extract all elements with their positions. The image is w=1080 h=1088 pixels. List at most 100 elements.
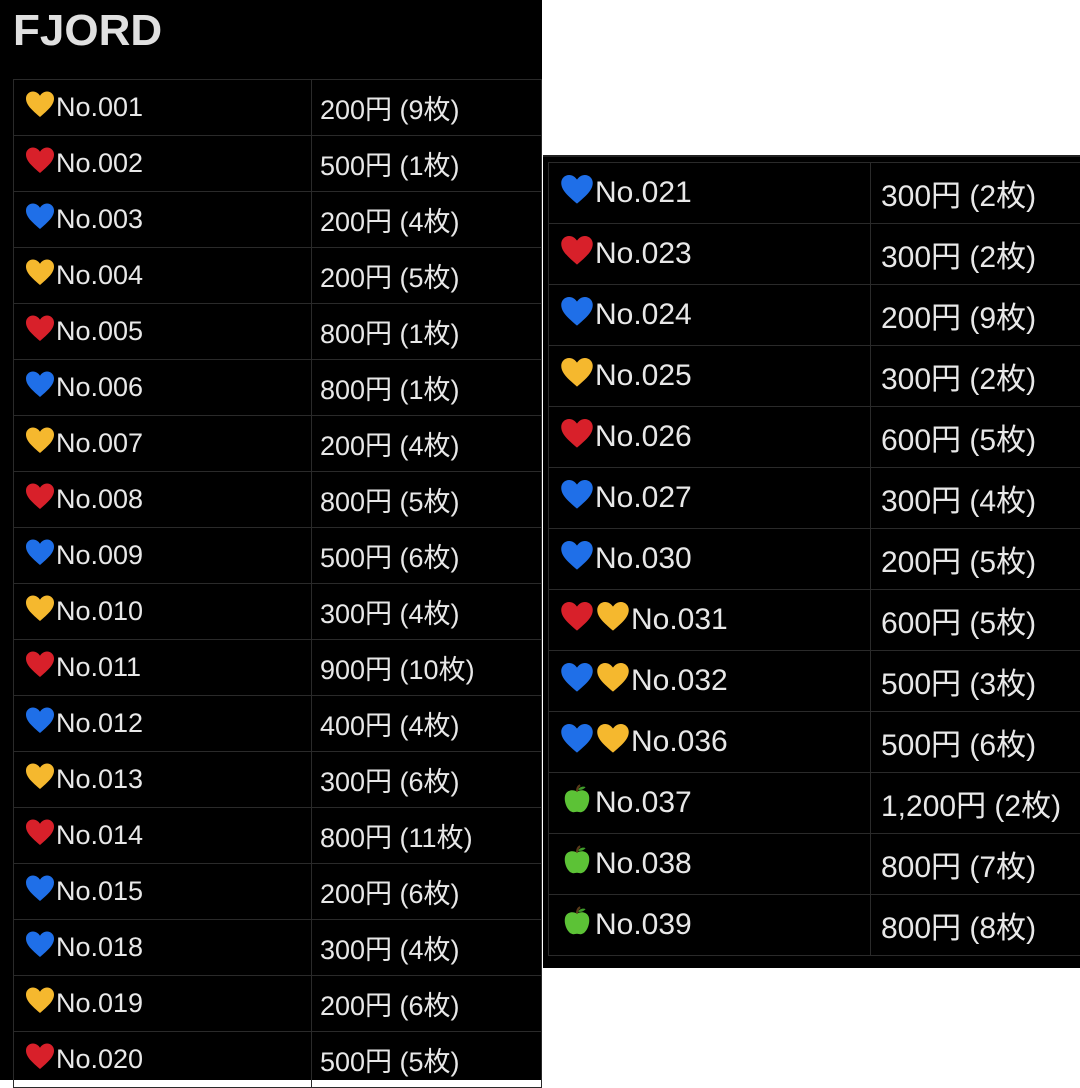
item-price: 200円 (4枚) (312, 192, 542, 248)
item-number-cell: No.002 (14, 136, 312, 192)
item-number: No.008 (56, 484, 143, 514)
red-heart-icon (24, 313, 56, 350)
item-number: No.001 (56, 92, 143, 122)
table-row: No.038 800円 (7枚) (549, 834, 1080, 895)
item-number-cell: No.032 (549, 651, 871, 712)
page-title: FJORD (13, 6, 162, 56)
green-apple-icon (559, 782, 595, 824)
item-number-cell: No.006 (14, 360, 312, 416)
item-price: 800円 (1枚) (312, 304, 542, 360)
item-number-cell: No.039 (549, 895, 871, 956)
item-number-cell: No.014 (14, 808, 312, 864)
item-number: No.002 (56, 148, 143, 178)
item-number: No.039 (595, 908, 692, 941)
item-number: No.006 (56, 372, 143, 402)
item-number-cell: No.036 (549, 712, 871, 773)
item-price: 800円 (1枚) (312, 360, 542, 416)
red-heart-icon (559, 599, 595, 641)
item-number-cell: No.004 (14, 248, 312, 304)
item-number-cell: No.008 (14, 472, 312, 528)
item-number: No.037 (595, 786, 692, 819)
blue-heart-icon (24, 201, 56, 238)
item-price: 400円 (4枚) (312, 696, 542, 752)
yellow-heart-icon (595, 721, 631, 763)
blue-heart-icon (24, 537, 56, 574)
item-number: No.023 (595, 237, 692, 270)
item-number: No.012 (56, 708, 143, 738)
item-number: No.019 (56, 988, 143, 1018)
red-heart-icon (24, 1041, 56, 1078)
item-number: No.038 (595, 847, 692, 880)
item-number-cell: No.037 (549, 773, 871, 834)
item-number-cell: No.038 (549, 834, 871, 895)
item-price: 800円 (7枚) (871, 834, 1080, 895)
item-price: 300円 (2枚) (871, 224, 1080, 285)
item-number: No.005 (56, 316, 143, 346)
yellow-heart-icon (595, 599, 631, 641)
red-heart-icon (559, 233, 595, 275)
blue-heart-icon (559, 721, 595, 763)
table-row: No.023 300円 (2枚) (549, 224, 1080, 285)
item-number-cell: No.015 (14, 864, 312, 920)
item-number: No.024 (595, 298, 692, 331)
item-price: 200円 (9枚) (871, 285, 1080, 346)
yellow-heart-icon (24, 425, 56, 462)
green-apple-icon (559, 843, 595, 885)
item-number-cell: No.007 (14, 416, 312, 472)
item-price: 300円 (6枚) (312, 752, 542, 808)
item-price: 900円 (10枚) (312, 640, 542, 696)
item-number-cell: No.011 (14, 640, 312, 696)
item-price: 500円 (1枚) (312, 136, 542, 192)
table-row: No.019 200円 (6枚) (14, 976, 542, 1032)
item-number-cell: No.021 (549, 163, 871, 224)
item-number-cell: No.018 (14, 920, 312, 976)
item-number-cell: No.027 (549, 468, 871, 529)
item-price: 200円 (4枚) (312, 416, 542, 472)
item-price: 200円 (6枚) (312, 864, 542, 920)
item-price: 800円 (8枚) (871, 895, 1080, 956)
blue-heart-icon (24, 873, 56, 910)
item-number-cell: No.019 (14, 976, 312, 1032)
item-number-cell: No.020 (14, 1032, 312, 1088)
item-number-cell: No.031 (549, 590, 871, 651)
table-row: No.039 800円 (8枚) (549, 895, 1080, 956)
item-price: 200円 (6枚) (312, 976, 542, 1032)
item-price: 500円 (6枚) (312, 528, 542, 584)
item-price: 500円 (3枚) (871, 651, 1080, 712)
item-price: 600円 (5枚) (871, 590, 1080, 651)
item-price: 300円 (4枚) (871, 468, 1080, 529)
blue-heart-icon (24, 369, 56, 406)
item-number: No.010 (56, 596, 143, 626)
item-price: 300円 (4枚) (312, 920, 542, 976)
item-number: No.032 (631, 664, 728, 697)
blue-heart-icon (559, 172, 595, 214)
item-number-cell: No.030 (549, 529, 871, 590)
table-row: No.024 200円 (9枚) (549, 285, 1080, 346)
blue-heart-icon (24, 929, 56, 966)
item-price: 300円 (2枚) (871, 163, 1080, 224)
item-number-cell: No.013 (14, 752, 312, 808)
table-row: No.005 800円 (1枚) (14, 304, 542, 360)
green-apple-icon (559, 904, 595, 946)
item-number-cell: No.023 (549, 224, 871, 285)
yellow-heart-icon (595, 660, 631, 702)
item-number: No.003 (56, 204, 143, 234)
blue-heart-icon (559, 660, 595, 702)
